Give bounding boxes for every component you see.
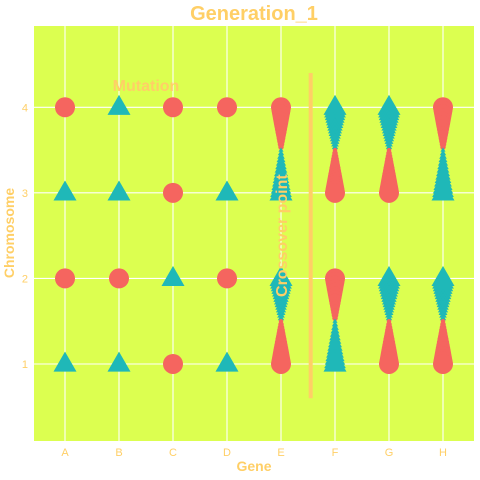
triangle-point-A-1 [53,351,77,372]
y-tick-labels: 1 2 3 4 [22,102,28,371]
connection-G-4-3 [377,94,401,203]
circle-point-C-4 [163,97,183,118]
points-layer [53,94,239,374]
connection-mark [332,318,338,323]
connection-mark [325,182,345,203]
connection-mark [278,147,284,152]
connection-mark [277,314,285,321]
circle-point-A-4 [55,97,75,118]
connection-F-2-1 [323,268,347,372]
x-tick-label-G: G [385,447,394,459]
connection-mark [331,139,339,147]
annotation-crossover-point: Crossover point [274,174,291,297]
triangle-point-B-4 [107,94,131,115]
annotations-layer: Mutation Crossover point [113,78,291,297]
annotation-mutation: Mutation [113,78,180,95]
x-axis-title: Gene [236,458,271,474]
connection-mark [431,180,455,201]
connection-mark [331,143,339,150]
triangle-point-B-1 [107,351,131,372]
connections-layer [269,94,455,374]
connection-E-4-3 [269,97,293,201]
chart-title: Generation_1 [190,3,318,25]
connection-mark [379,353,399,374]
x-tick-label-A: A [61,447,69,459]
x-tick-label-C: C [169,447,177,459]
circle-point-D-2 [217,268,237,289]
connection-mark [385,143,393,150]
triangle-point-D-3 [215,180,239,201]
connection-mark [323,351,347,372]
x-tick-label-F: F [332,447,339,459]
connection-mark [277,310,285,318]
connection-H-2-1 [431,266,455,374]
x-tick-label-H: H [439,447,447,459]
connection-mark [439,310,447,318]
plot-panel [34,26,474,441]
y-tick-label-4: 4 [22,102,28,114]
x-tick-labels: A B C D E F G H [61,447,447,459]
triangle-point-A-3 [53,180,77,201]
connection-mark [379,182,399,203]
y-tick-label-3: 3 [22,188,28,200]
triangle-point-C-2 [161,266,185,287]
connection-mark [385,139,393,147]
connection-mark [433,353,453,374]
connection-mark [440,144,446,150]
y-tick-label-1: 1 [22,359,28,371]
circle-point-B-2 [109,268,129,289]
connection-H-4-3 [431,97,455,201]
circle-point-C-1 [163,353,183,374]
connection-mark [440,147,446,152]
connection-mark [385,314,393,321]
connection-mark [271,353,291,374]
x-tick-label-E: E [277,447,284,459]
triangle-point-B-3 [107,180,131,201]
connection-mark [269,180,293,201]
connection-mark [278,144,284,150]
y-axis-title: Chromosome [1,188,17,278]
connection-G-2-1 [377,266,401,374]
y-tick-label-2: 2 [22,273,28,285]
connection-mark [439,314,447,321]
x-tick-label-D: D [223,447,231,459]
connection-mark [332,315,338,321]
circle-point-C-3 [163,182,183,203]
connection-E-2-1 [269,266,293,374]
triangle-point-D-1 [215,351,239,372]
circle-point-A-2 [55,268,75,289]
connection-F-4-3 [323,94,347,203]
connection-mark [385,310,393,318]
x-tick-label-B: B [115,447,122,459]
circle-point-D-4 [217,97,237,118]
